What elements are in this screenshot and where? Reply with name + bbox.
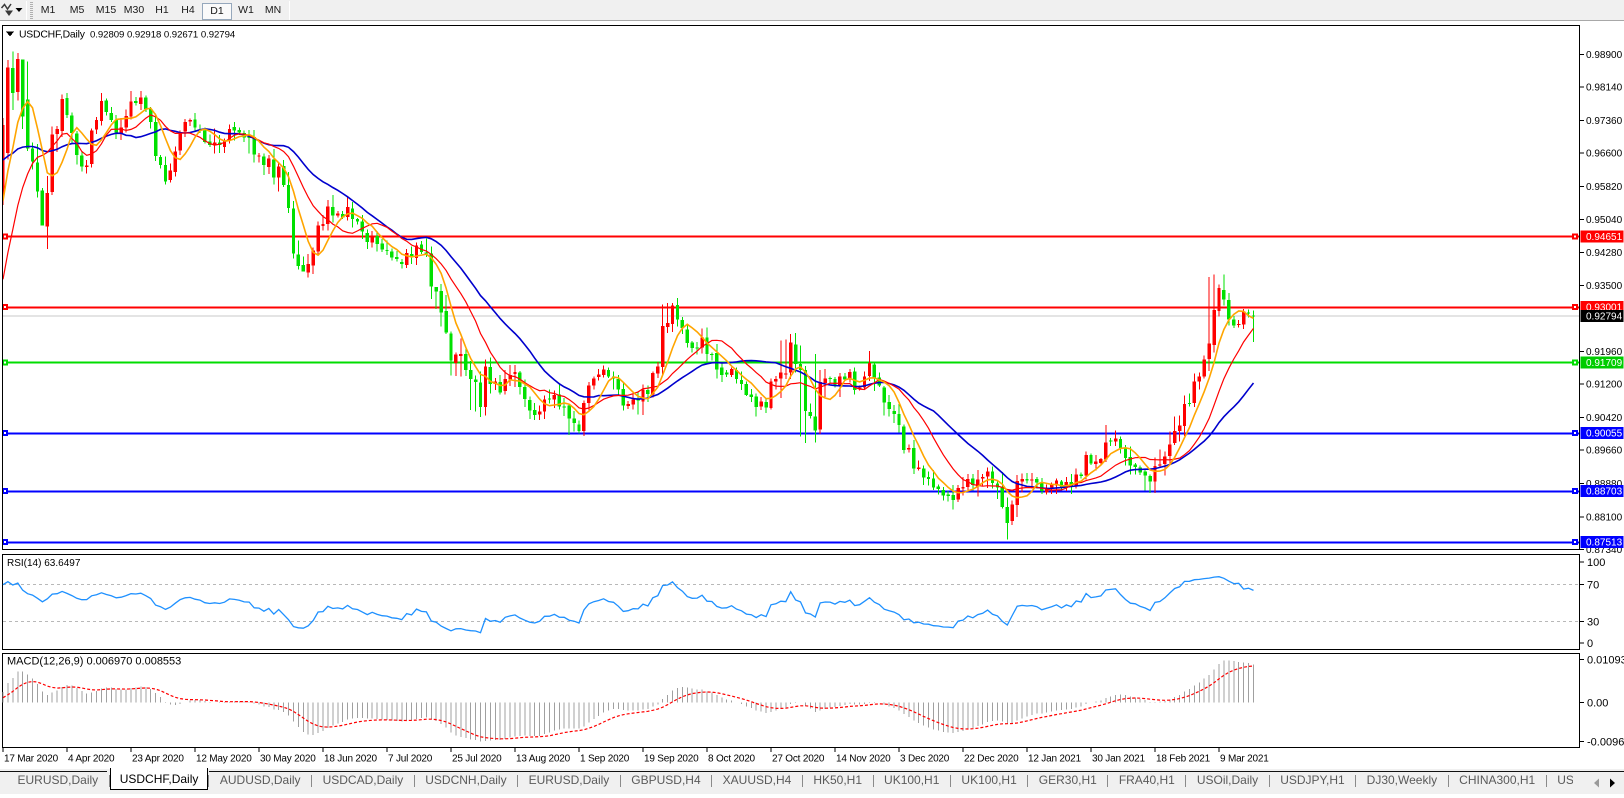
svg-text:12 May 2020: 12 May 2020 bbox=[196, 754, 252, 765]
svg-text:-0.009653: -0.009653 bbox=[1587, 737, 1624, 749]
svg-text:3 Dec 2020: 3 Dec 2020 bbox=[900, 754, 950, 765]
svg-text:0.90420: 0.90420 bbox=[1586, 413, 1623, 424]
svg-text:0.90055: 0.90055 bbox=[1586, 429, 1623, 440]
svg-text:0.88703: 0.88703 bbox=[1586, 487, 1623, 498]
svg-text:7 Jul 2020: 7 Jul 2020 bbox=[388, 754, 433, 765]
svg-text:0.94651: 0.94651 bbox=[1586, 232, 1623, 243]
svg-text:12 Jan 2021: 12 Jan 2021 bbox=[1028, 754, 1081, 765]
svg-text:9 Mar 2021: 9 Mar 2021 bbox=[1220, 754, 1269, 765]
svg-text:14 Nov 2020: 14 Nov 2020 bbox=[836, 754, 891, 765]
svg-text:0.98900: 0.98900 bbox=[1586, 50, 1623, 61]
svg-text:25 Jul 2020: 25 Jul 2020 bbox=[452, 754, 502, 765]
svg-text:17 Mar 2020: 17 Mar 2020 bbox=[4, 754, 59, 765]
svg-text:1 Sep 2020: 1 Sep 2020 bbox=[580, 754, 630, 765]
svg-text:27 Oct 2020: 27 Oct 2020 bbox=[772, 754, 825, 765]
svg-text:19 Sep 2020: 19 Sep 2020 bbox=[644, 754, 699, 765]
svg-text:0.95040: 0.95040 bbox=[1586, 215, 1623, 226]
svg-text:18 Feb 2021: 18 Feb 2021 bbox=[1156, 754, 1211, 765]
svg-text:0.89660: 0.89660 bbox=[1586, 446, 1623, 457]
svg-text:23 Apr 2020: 23 Apr 2020 bbox=[132, 754, 184, 765]
svg-text:0.91709: 0.91709 bbox=[1586, 358, 1623, 369]
svg-text:0.88880: 0.88880 bbox=[1586, 479, 1623, 490]
svg-text:RSI(14) 63.6497: RSI(14) 63.6497 bbox=[7, 558, 81, 569]
svg-text:18 Jun 2020: 18 Jun 2020 bbox=[324, 754, 377, 765]
svg-text:30: 30 bbox=[1587, 616, 1599, 628]
svg-text:30 Jan 2021: 30 Jan 2021 bbox=[1092, 754, 1145, 765]
svg-text:100: 100 bbox=[1587, 557, 1605, 569]
svg-text:30 May 2020: 30 May 2020 bbox=[260, 754, 316, 765]
svg-text:0.97360: 0.97360 bbox=[1586, 116, 1623, 127]
svg-text:0.88100: 0.88100 bbox=[1586, 512, 1623, 523]
svg-text:8 Oct 2020: 8 Oct 2020 bbox=[708, 754, 756, 765]
svg-text:0.92809 0.92918 0.92671 0.9279: 0.92809 0.92918 0.92671 0.92794 bbox=[90, 30, 236, 41]
svg-text:0.92794: 0.92794 bbox=[1586, 311, 1623, 322]
svg-text:22 Dec 2020: 22 Dec 2020 bbox=[964, 754, 1019, 765]
svg-text:0.87513: 0.87513 bbox=[1586, 538, 1623, 549]
svg-text:0.94280: 0.94280 bbox=[1586, 248, 1623, 259]
svg-text:0.87340: 0.87340 bbox=[1586, 545, 1623, 556]
svg-text:USDCHF,Daily: USDCHF,Daily bbox=[19, 30, 86, 41]
svg-text:70: 70 bbox=[1587, 580, 1599, 592]
svg-text:0.00: 0.00 bbox=[1587, 698, 1608, 710]
svg-text:0.96600: 0.96600 bbox=[1586, 149, 1623, 160]
svg-text:MACD(12,26,9) 0.006970 0.00855: MACD(12,26,9) 0.006970 0.008553 bbox=[7, 656, 181, 668]
svg-text:0.010933: 0.010933 bbox=[1587, 655, 1624, 667]
svg-text:0.91960: 0.91960 bbox=[1586, 347, 1623, 358]
svg-text:0.95820: 0.95820 bbox=[1586, 182, 1623, 193]
svg-text:0.98140: 0.98140 bbox=[1586, 83, 1623, 94]
svg-text:13 Aug 2020: 13 Aug 2020 bbox=[516, 754, 571, 765]
svg-text:0.93500: 0.93500 bbox=[1586, 281, 1623, 292]
svg-text:0.91200: 0.91200 bbox=[1586, 380, 1623, 391]
svg-text:0: 0 bbox=[1587, 638, 1593, 650]
svg-text:0.93001: 0.93001 bbox=[1586, 303, 1623, 314]
svg-text:4 Apr 2020: 4 Apr 2020 bbox=[68, 754, 115, 765]
